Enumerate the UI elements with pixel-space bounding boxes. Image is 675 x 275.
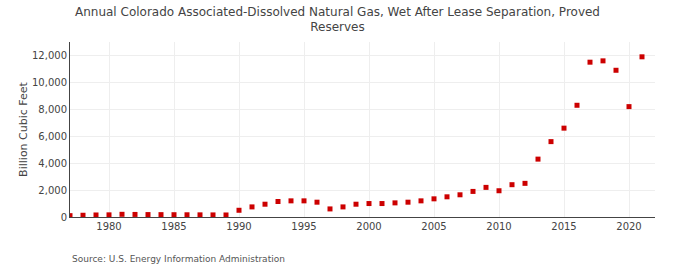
svg-text:2000: 2000 (356, 221, 381, 232)
svg-text:6,000: 6,000 (38, 131, 67, 142)
svg-text:10,000: 10,000 (32, 77, 67, 88)
svg-text:Billion Cubic Feet: Billion Cubic Feet (17, 81, 30, 176)
svg-text:2,000: 2,000 (38, 185, 67, 196)
svg-text:2015: 2015 (551, 221, 576, 232)
svg-text:2010: 2010 (486, 221, 511, 232)
svg-text:Annual Colorado Associated-Dis: Annual Colorado Associated-Dissolved Nat… (75, 5, 600, 35)
svg-text:1990: 1990 (226, 221, 251, 232)
svg-text:8,000: 8,000 (38, 104, 67, 115)
svg-text:Source: U.S. Energy Informatio: Source: U.S. Energy Information Administ… (72, 254, 285, 264)
svg-text:1995: 1995 (291, 221, 316, 232)
svg-text:2020: 2020 (616, 221, 641, 232)
svg-text:1980: 1980 (96, 221, 121, 232)
svg-text:0: 0 (61, 212, 67, 223)
svg-text:12,000: 12,000 (32, 50, 67, 61)
svg-text:1985: 1985 (161, 221, 186, 232)
svg-text:2005: 2005 (421, 221, 446, 232)
svg-text:4,000: 4,000 (38, 158, 67, 169)
